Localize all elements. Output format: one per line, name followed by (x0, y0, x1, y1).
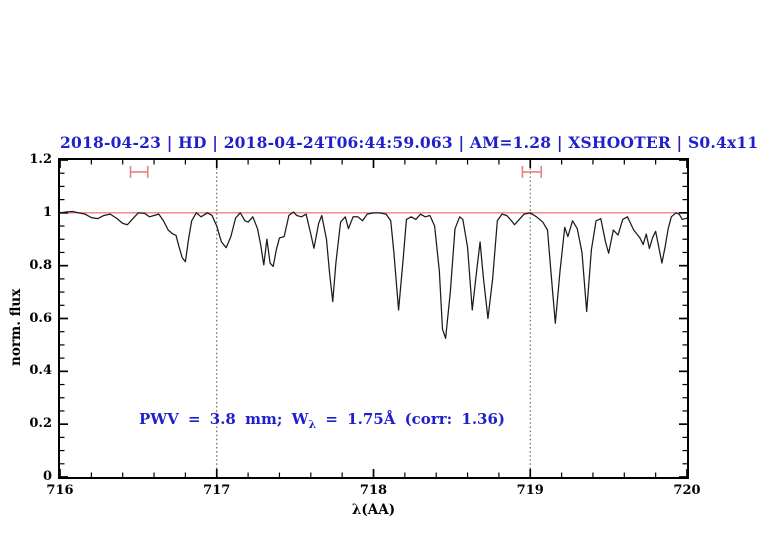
y-tick-label: 1 (42, 204, 52, 220)
x-tick-label: 720 (673, 483, 701, 498)
x-tick-label: 718 (359, 483, 388, 498)
spectrum-line (60, 210, 687, 339)
y-tick-label: 0.6 (29, 310, 52, 326)
plot-area (58, 158, 689, 479)
plot-title: 2018-04-23 | HD | 2018-04-24T06:44:59.06… (60, 133, 759, 152)
x-tick-label: 719 (516, 483, 544, 498)
pwv-annotation-prefix: PWV = 3.8 mm; W (139, 410, 309, 428)
x-axis-label: λ(AA) (351, 502, 396, 518)
pwv-annotation-suffix: = 1.75Å (corr: 1.36) (316, 410, 506, 428)
y-tick-label: 1.2 (29, 152, 52, 167)
x-tick-label: 716 (46, 483, 74, 498)
y-tick-label: 0.4 (29, 363, 52, 379)
pwv-annotation: PWV = 3.8 mm; Wλ = 1.75Å (corr: 1.36) (139, 410, 505, 431)
x-tick-label: 717 (203, 483, 231, 498)
y-tick-label: 0 (42, 469, 52, 484)
spectrum-plot-svg (60, 160, 687, 477)
y-tick-label: 0.8 (29, 257, 52, 273)
y-tick-label: 0.2 (29, 416, 52, 432)
pwv-annotation-subscript: λ (308, 418, 317, 431)
